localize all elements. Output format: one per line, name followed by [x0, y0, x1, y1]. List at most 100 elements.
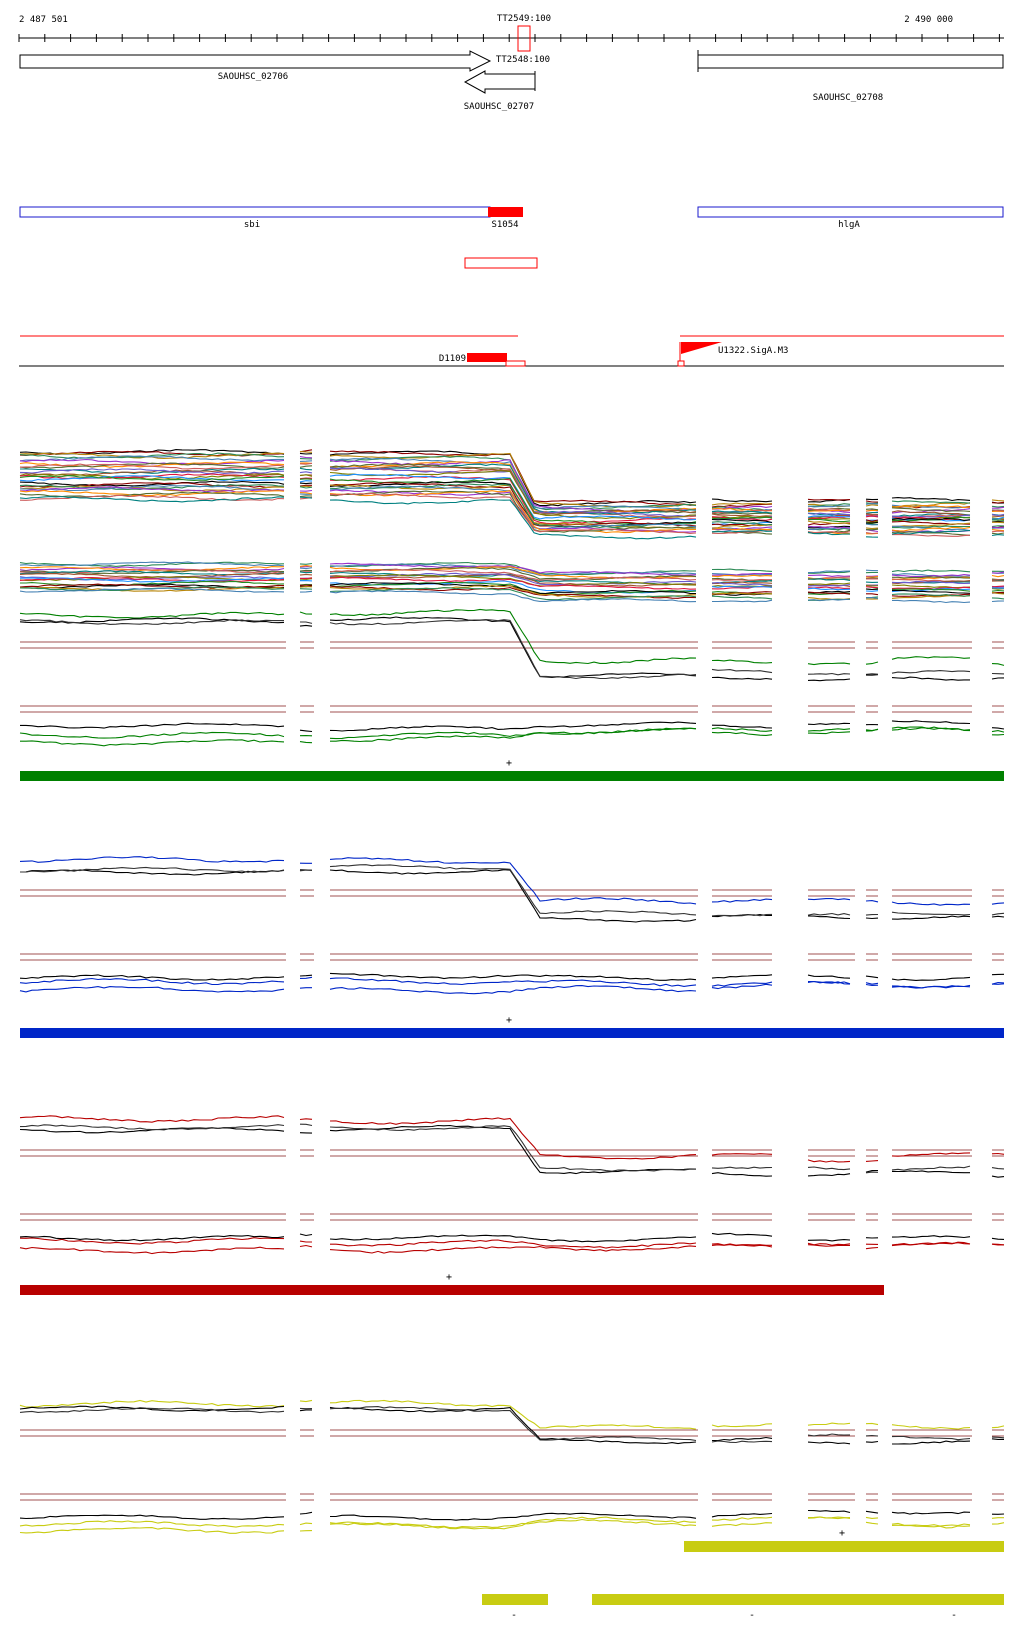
upper-trace	[329, 616, 697, 679]
expression-trace	[991, 591, 1005, 595]
strand-bar-blue[interactable]	[20, 1028, 1004, 1038]
lower-trace	[19, 977, 285, 986]
expression-trace	[19, 586, 285, 592]
lower-trace	[711, 1232, 773, 1237]
expression-trace	[891, 588, 971, 592]
strand-bar-red[interactable]	[20, 1285, 884, 1295]
expression-trace	[329, 470, 697, 520]
lower-trace	[329, 1518, 697, 1529]
expression-trace	[299, 491, 313, 495]
expression-trace	[299, 480, 313, 483]
lower-trace	[299, 741, 313, 744]
expression-trace	[299, 486, 313, 489]
upper-trace	[19, 1399, 285, 1408]
region-outline-red[interactable]	[464, 257, 538, 269]
lower-trace	[299, 1240, 312, 1243]
expression-trace	[299, 471, 313, 474]
gene-saouhsc-02706[interactable]: SAOUHSC_02706	[19, 50, 492, 82]
expression-trace	[299, 565, 313, 567]
ruler-start-label: 2 487 501	[19, 15, 68, 25]
lower-trace	[19, 1527, 285, 1534]
expression-trace	[807, 515, 851, 520]
expression-trace	[19, 475, 285, 481]
lower-trace	[807, 974, 851, 979]
expression-trace	[19, 485, 285, 492]
condition-block-blue	[19, 856, 1005, 995]
ruler-ticks	[18, 34, 1000, 42]
expression-trace	[711, 502, 773, 506]
expression-trace	[711, 568, 773, 572]
coordinate-ruler: 2 487 501 2 490 000	[18, 15, 1004, 42]
upper-trace	[299, 869, 313, 872]
expression-trace	[711, 573, 773, 576]
lower-trace	[330, 727, 697, 743]
expression-trace	[19, 570, 285, 576]
upper-trace	[329, 1125, 697, 1172]
expression-trace	[891, 507, 971, 512]
expression-trace	[891, 531, 971, 536]
upper-trace	[19, 611, 285, 619]
terminator-tt2549[interactable]: TT2549:100	[497, 14, 551, 52]
expression-trace	[329, 587, 697, 601]
upper-trace	[19, 856, 285, 863]
expression-trace	[19, 587, 285, 593]
strand-marker-plus: +	[506, 1015, 512, 1026]
strand-bar-green[interactable]	[20, 771, 1004, 781]
expression-trace	[19, 586, 285, 592]
lower-trace	[711, 983, 773, 990]
condition-block-red	[19, 1115, 1005, 1255]
lower-trace	[299, 976, 313, 979]
strand-marker-plus: +	[839, 1528, 845, 1539]
upper-trace	[891, 915, 971, 920]
expression-trace	[711, 518, 773, 524]
strand-bar-yellow-minus-2[interactable]	[592, 1594, 1004, 1605]
strand-bar-yellow-minus-1[interactable]	[482, 1594, 548, 1605]
expression-trace	[865, 521, 879, 524]
region-hlga[interactable]: hlgA	[697, 206, 1004, 230]
strand-marker-minus: -	[951, 1610, 957, 1621]
expression-trace	[299, 485, 313, 488]
feature-d1109[interactable]: D1109	[439, 353, 526, 367]
expression-trace	[991, 529, 1005, 532]
gene-saouhsc-02707[interactable]: SAOUHSC_02707	[464, 70, 536, 112]
expression-trace	[299, 465, 313, 468]
expression-trace	[865, 519, 879, 522]
upper-trace	[711, 1172, 773, 1177]
expression-trace	[891, 502, 971, 508]
region-s1054[interactable]: S1054	[488, 207, 523, 230]
expression-trace	[865, 511, 879, 514]
expression-trace	[299, 477, 313, 480]
lower-trace	[865, 1510, 879, 1514]
upper-trace	[329, 1399, 697, 1430]
lower-trace	[329, 1245, 697, 1254]
lower-trace	[865, 1516, 879, 1519]
expression-trace	[329, 574, 697, 587]
expression-trace	[299, 450, 313, 453]
lower-trace	[991, 1237, 1005, 1240]
expression-trace	[891, 510, 971, 516]
expression-trace	[19, 577, 285, 583]
lower-trace	[20, 722, 285, 729]
expression-trace	[19, 489, 285, 497]
gene-saouhsc-02708[interactable]: SAOUHSC_02708	[697, 50, 1004, 103]
upper-trace	[991, 902, 1005, 905]
expression-trace	[711, 521, 773, 526]
upper-trace	[711, 676, 773, 680]
upper-trace	[711, 1440, 773, 1444]
strand-marker-minus: -	[749, 1610, 755, 1621]
lower-trace	[891, 985, 971, 989]
lower-trace	[711, 1243, 772, 1246]
region-sbi[interactable]: sbi	[19, 206, 491, 230]
expression-trace	[329, 566, 697, 581]
lower-trace	[865, 983, 879, 986]
expression-trace	[19, 561, 285, 567]
expression-trace	[19, 463, 285, 470]
expression-trace	[807, 571, 851, 574]
strand-bar-yellow-plus[interactable]	[684, 1541, 1004, 1552]
upper-trace	[892, 1440, 971, 1445]
upper-trace	[711, 1436, 773, 1442]
feature-u1322-siga-m3[interactable]: U1322.SigA.M3	[677, 342, 788, 367]
lower-trace	[19, 1514, 285, 1520]
expression-trace	[991, 499, 1005, 502]
upper-trace	[300, 621, 313, 624]
